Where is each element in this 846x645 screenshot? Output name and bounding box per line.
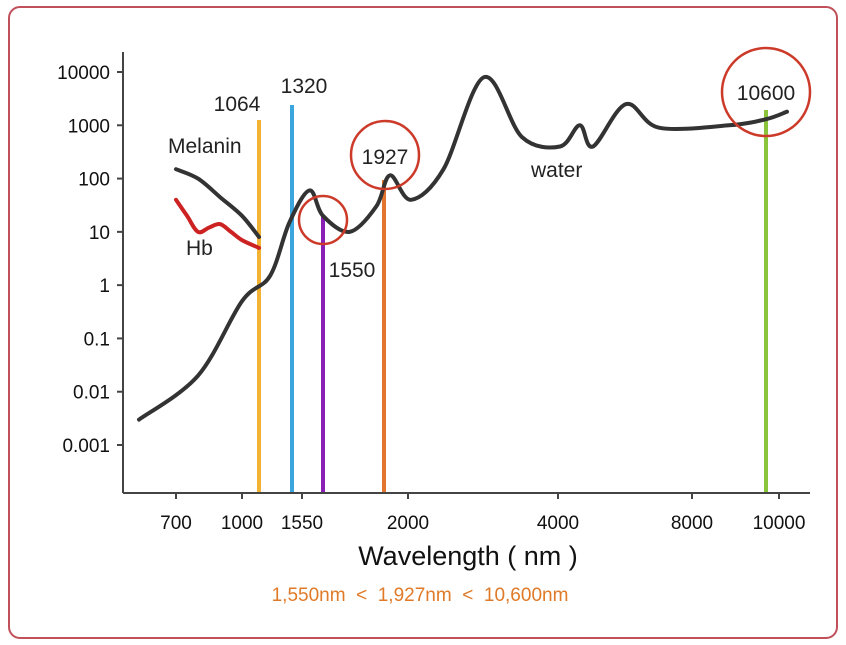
x-tick-label: 4000: [537, 513, 579, 534]
y-tick-label: 1: [99, 276, 110, 297]
water-curve: [137, 75, 789, 422]
x-ticks: 700 1000 1550 2000 4000 8000 10000: [160, 493, 805, 534]
x-tick-label: 8000: [671, 513, 713, 534]
highlight-circle-1927: [349, 119, 421, 191]
y-ticks: 10000 1000 100 10 1 0.1 0.01 0.001: [57, 63, 123, 457]
y-tick-label: 1000: [68, 116, 110, 137]
y-tick-label: 10: [89, 223, 110, 244]
wavelength-comparison: 1,550nm < 1,927nm < 10,600nm: [272, 585, 569, 606]
x-tick-label: 1550: [281, 513, 323, 534]
x-tick-label: 700: [160, 513, 192, 534]
x-axis-label: Wavelength ( nm ): [358, 541, 578, 571]
hb-curve: [174, 197, 261, 250]
laser-label-1927: 1927: [362, 146, 409, 169]
y-tick-label: 0.1: [84, 329, 110, 350]
x-tick-label: 1000: [221, 513, 263, 534]
highlight-circle-10600: [720, 46, 812, 138]
water-label: water: [530, 159, 582, 182]
laser-label-1550: 1550: [329, 259, 376, 282]
chart-frame: [8, 6, 838, 639]
absorption-curves: [137, 75, 789, 422]
laser-lines: 1064 1320 1550 1927 10600: [214, 75, 795, 492]
x-tick-label: 10000: [753, 513, 806, 534]
melanin-curve: [174, 167, 261, 239]
highlight-circles: [297, 46, 812, 246]
hb-label: Hb: [186, 237, 213, 260]
x-tick-label: 2000: [387, 513, 429, 534]
melanin-label: Melanin: [168, 135, 242, 158]
y-tick-label: 0.01: [73, 383, 110, 404]
laser-label-1064: 1064: [214, 93, 261, 116]
laser-label-10600: 10600: [737, 82, 795, 105]
y-tick-label: 10000: [57, 63, 110, 84]
y-tick-label: 100: [78, 170, 110, 191]
laser-label-1320: 1320: [281, 75, 328, 98]
highlight-circle-1550: [297, 194, 349, 246]
y-tick-label: 0.001: [62, 436, 110, 457]
